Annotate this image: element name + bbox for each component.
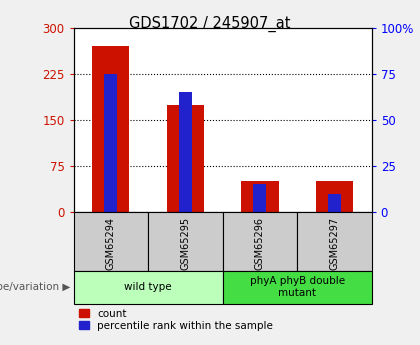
Text: GSM65295: GSM65295	[180, 217, 190, 270]
Bar	[223, 212, 297, 271]
Bar	[223, 271, 372, 304]
Text: phyA phyB double
mutant: phyA phyB double mutant	[249, 276, 345, 298]
Bar	[92, 46, 129, 212]
Text: wild type: wild type	[124, 282, 172, 292]
Bar	[297, 212, 372, 271]
Bar	[179, 92, 192, 212]
Bar	[241, 181, 278, 212]
Text: GSM65296: GSM65296	[255, 217, 265, 270]
Bar	[74, 271, 223, 304]
Bar	[74, 212, 148, 271]
Bar	[167, 105, 204, 212]
Text: GSM65297: GSM65297	[329, 217, 339, 270]
Text: GDS1702 / 245907_at: GDS1702 / 245907_at	[129, 16, 291, 32]
Text: genotype/variation ▶: genotype/variation ▶	[0, 282, 71, 292]
Text: GSM65294: GSM65294	[106, 217, 116, 270]
Bar	[104, 74, 117, 212]
Bar	[328, 194, 341, 212]
Legend: count, percentile rank within the sample: count, percentile rank within the sample	[79, 309, 273, 331]
Bar	[253, 185, 266, 212]
Bar	[316, 181, 353, 212]
Bar	[148, 212, 223, 271]
